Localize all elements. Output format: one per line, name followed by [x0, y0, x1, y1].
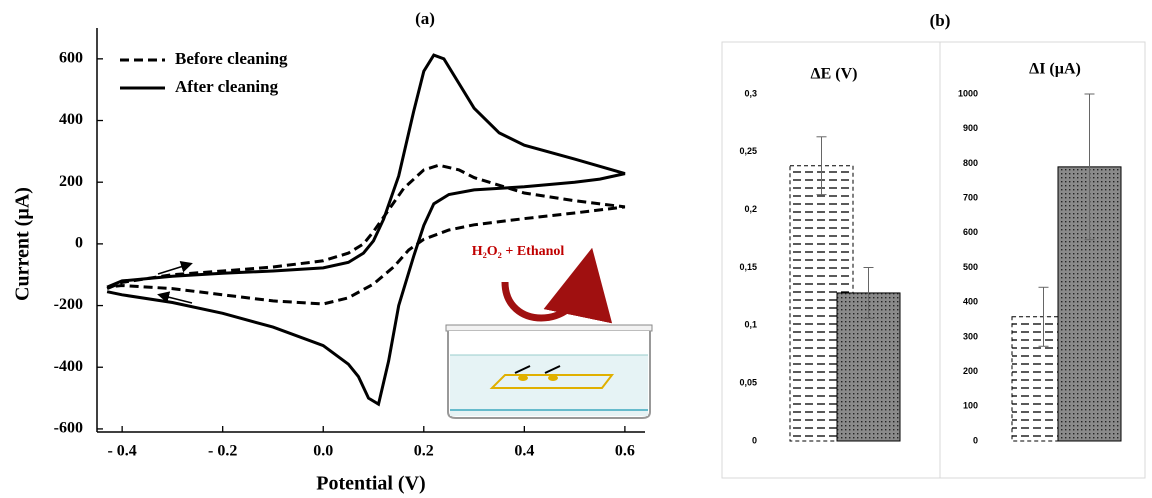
- y-tick-label: 0,3: [744, 88, 757, 98]
- error-bar: [816, 136, 827, 196]
- error-bar: [863, 267, 874, 319]
- y-tick-label: 300: [963, 331, 978, 341]
- scan-arrow: [157, 291, 193, 304]
- y-tick-label: -600: [54, 420, 83, 437]
- error-bar: [1038, 286, 1049, 347]
- x-axis-label: Potential (V): [316, 473, 425, 495]
- y-tick-label: 700: [963, 192, 978, 202]
- y-tick-label: 600: [963, 227, 978, 237]
- y-tick-label: 200: [963, 366, 978, 376]
- y-tick-label: 0,25: [739, 146, 757, 156]
- y-tick-label: 500: [963, 262, 978, 272]
- x-tick-label: 0.2: [414, 443, 434, 460]
- data-line: [106, 53, 626, 407]
- y-tick-label: 0: [973, 435, 978, 445]
- x-tick-label: 0.4: [514, 443, 534, 460]
- panel-frame: [721, 41, 1146, 479]
- y-tick-label: 1000: [958, 88, 978, 98]
- data-line: [106, 163, 626, 306]
- x-tick-label: - 0.4: [107, 443, 136, 460]
- y-tick-label: 0,15: [739, 262, 757, 272]
- chart-title: (a): [415, 9, 435, 28]
- y-tick-label: 400: [59, 111, 83, 128]
- y-tick-label: 100: [963, 401, 978, 411]
- y-axis-label: Current (µA): [12, 187, 34, 301]
- y-tick-label: 900: [963, 123, 978, 133]
- error-bar: [1084, 93, 1095, 241]
- y-tick-label: 0,05: [739, 378, 757, 388]
- annotation: H₂O₂ + Ethanol: [472, 244, 565, 259]
- y-tick-label: 800: [963, 158, 978, 168]
- bar: [836, 292, 901, 442]
- chart-title: ΔI (µA): [1029, 61, 1081, 78]
- chart-title: ΔE (V): [811, 66, 858, 83]
- y-tick-label: 0: [752, 435, 757, 445]
- panel-title: (b): [930, 11, 951, 30]
- legend-label: After cleaning: [175, 77, 279, 96]
- process-arrow: [501, 247, 613, 324]
- x-tick-label: 0.6: [615, 443, 635, 460]
- x-tick-label: - 0.2: [208, 443, 237, 460]
- y-tick-label: 400: [963, 297, 978, 307]
- y-tick-label: 0,1: [744, 320, 757, 330]
- y-tick-label: 200: [59, 173, 83, 190]
- y-tick-label: 0: [75, 235, 83, 252]
- beaker: [445, 324, 653, 419]
- legend-label: Before cleaning: [175, 49, 288, 68]
- y-tick-label: -200: [54, 296, 83, 313]
- y-tick-label: 0,2: [744, 204, 757, 214]
- x-tick-label: 0.0: [313, 443, 333, 460]
- y-tick-label: -400: [54, 358, 83, 375]
- y-tick-label: 600: [59, 50, 83, 67]
- scan-arrow: [157, 260, 193, 275]
